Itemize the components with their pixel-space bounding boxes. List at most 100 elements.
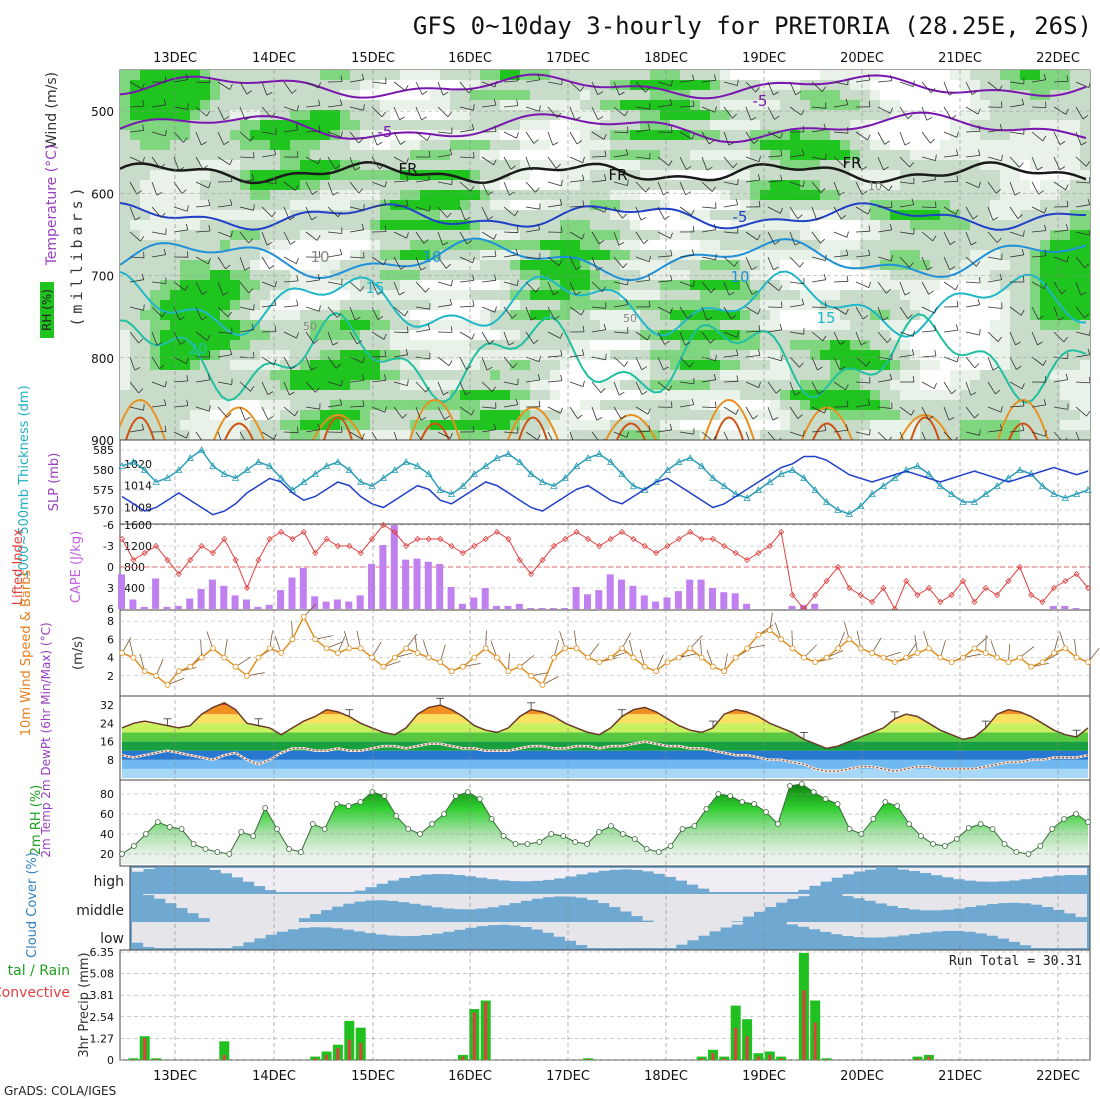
wind-barb [811,356,818,371]
wind-barb-flag [428,151,431,158]
wind-barb [855,281,869,288]
rh-cell [330,120,340,130]
wind-barb [569,81,581,92]
rh-cell [160,130,170,140]
wind-barb-flag [318,125,321,132]
rh-cell [770,310,780,320]
cape-bar [470,597,478,610]
rh-cell [980,300,990,310]
rh-cell [350,90,360,100]
rh-cell [770,320,780,330]
rh-cell [210,310,220,320]
rh-cell [730,70,740,80]
rh-cell [470,190,480,200]
rh-cell [880,430,890,440]
wind-barb-flag [575,265,582,270]
rh-cell [610,200,620,210]
rh-cell [300,410,310,420]
rh-cell [830,380,840,390]
rh-cell [450,340,460,350]
rh-cell [660,300,670,310]
thickness-series-point [368,482,376,489]
wind-barb-flag [555,163,561,169]
wind-barb-flag [164,425,167,432]
cloud-cell [798,922,810,927]
rh-cell [390,210,400,220]
wind-barb-flag [928,415,934,420]
rh-cell [1060,290,1070,300]
rh-cell [440,310,450,320]
rh-cell [990,200,1000,210]
rh-cell [590,120,600,130]
rh-cell [350,400,360,410]
rh-cell [720,250,730,260]
rh-cell [160,330,170,340]
wind10m-series-point [880,654,887,661]
rh-cell [1080,420,1090,430]
wind10m-series-point [300,613,307,620]
rh-cell [450,290,460,300]
rh-cell [570,380,580,390]
rh-cell [1080,240,1090,250]
wind-barb [1075,381,1090,384]
rh-cell [210,210,220,220]
rh-cell [420,130,430,140]
wind-barb-flag [274,325,277,332]
rh-cell [600,280,610,290]
rh-cell [950,350,960,360]
rh-cell [980,360,990,370]
rh-cell [640,150,650,160]
wind-barb-flag [1022,276,1025,283]
rh-cell [590,200,600,210]
rh-cell [800,130,810,140]
wind10m-barb [508,653,510,672]
wind-barb [195,331,208,341]
wind-barb [943,180,959,183]
rh-cell [200,420,210,430]
rh-cell [590,360,600,370]
rh-cell [930,390,940,400]
wind-barb [613,181,628,186]
wind-barb-flag [845,384,849,390]
rh-cell [520,260,530,270]
rh-cell [290,110,300,120]
rh-cell [630,100,640,110]
wind-barb [591,106,599,120]
contour-30 [323,416,353,440]
rh-cell [190,200,200,210]
rh-cell [910,290,920,300]
wind-barb-flag [363,204,365,211]
li-point [1084,584,1092,592]
rh-cell [980,260,990,270]
rh-cell [1000,210,1010,220]
thickness-series-point [618,470,626,477]
cloud-cell [786,894,799,899]
thickness-series-point [879,482,888,489]
rh-cell [200,100,210,110]
rh-cell [260,250,270,260]
thickness-series-point [550,482,558,489]
wind-barb [745,231,758,241]
rh-cell [460,410,470,420]
rh-cell [690,220,700,230]
wind-barb [503,206,515,217]
rh-cell [980,330,990,340]
rh-cell [310,160,320,170]
rh-cell [790,80,800,90]
rh-cell [190,270,200,280]
wind-barb-flag [605,353,607,360]
rh-cell [690,320,700,330]
wind-barb-flag [185,73,189,80]
rh-cell [810,230,820,240]
wind10m-barb [269,630,273,649]
rh-cell [890,100,900,110]
wind-barb [987,429,1002,433]
rh-cell [540,140,550,150]
rh-cell [1050,300,1060,310]
wind-barb-flag [400,265,406,270]
rh-cell [610,130,620,140]
wind-barb-flag [995,389,1001,395]
contour-20 [120,311,1087,404]
rh-cell [400,280,410,290]
thickness-series [121,448,1089,515]
